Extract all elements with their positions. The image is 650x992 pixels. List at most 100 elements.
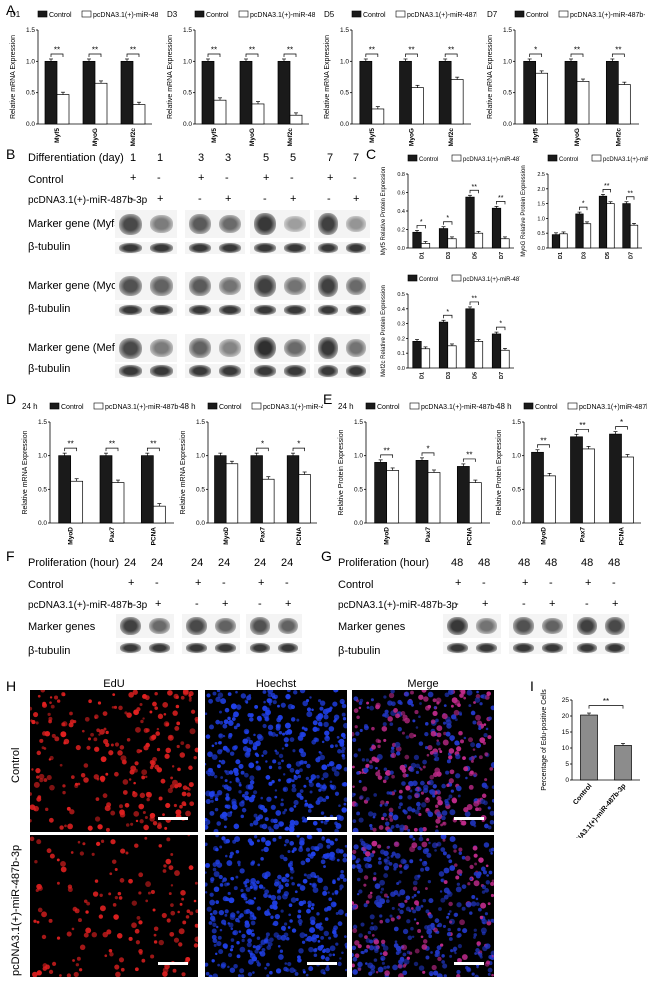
nucleus (59, 825, 64, 830)
nucleus (265, 760, 268, 763)
nucleus (216, 789, 223, 796)
nucleus (207, 751, 213, 758)
nucleus (319, 706, 324, 711)
nucleus (135, 940, 140, 945)
blot-strip (115, 304, 177, 316)
nucleus (262, 690, 267, 694)
nucleus (412, 719, 416, 723)
nucleus (114, 964, 120, 970)
nucleus (226, 882, 230, 886)
x-tick-label: D1 (558, 252, 564, 259)
nucleus (219, 845, 223, 849)
lane-treatment-mark: - (128, 598, 132, 610)
nucleus (393, 926, 399, 932)
nucleus (268, 731, 274, 737)
nucleus (125, 823, 130, 827)
nucleus (239, 801, 245, 807)
nucleus (205, 798, 211, 804)
nucleus (111, 859, 117, 864)
nucleus (396, 916, 399, 919)
nucleus (35, 721, 39, 725)
nucleus (250, 861, 255, 866)
nucleus (243, 728, 250, 735)
nucleus (344, 935, 347, 938)
bar-treat (427, 472, 441, 524)
nucleus (472, 748, 476, 751)
nucleus (418, 741, 424, 746)
lane-treatment-mark: - (522, 598, 526, 610)
nucleus (359, 728, 363, 733)
nucleus (305, 973, 309, 977)
nucleus (264, 717, 269, 721)
nucleus (30, 819, 32, 823)
x-tick-label: Control (572, 783, 593, 807)
nucleus (432, 698, 437, 703)
nucleus (475, 714, 481, 721)
nucleus (81, 729, 85, 733)
nucleus (399, 701, 403, 706)
nucleus (476, 965, 479, 969)
nucleus (461, 906, 466, 911)
nucleus (188, 698, 192, 702)
nucleus (229, 948, 234, 952)
nucleus (304, 933, 308, 937)
nucleus (49, 701, 52, 704)
legend-swatch-treat (451, 154, 462, 162)
nucleus (390, 891, 396, 897)
y-tick-label: 1.5 (183, 27, 192, 34)
legend-label-control: Control (363, 12, 386, 19)
nucleus (394, 852, 401, 859)
nucleus (119, 745, 125, 750)
nucleus (238, 790, 242, 794)
nucleus (332, 879, 336, 883)
nucleus (217, 692, 224, 698)
nucleus (374, 899, 380, 905)
nucleus (383, 695, 387, 699)
nucleus (392, 814, 399, 821)
nucleus (474, 755, 477, 758)
nucleus (390, 825, 395, 829)
nucleus (233, 823, 240, 830)
nucleus (287, 926, 291, 929)
blot-band (150, 276, 173, 296)
nucleus (483, 723, 487, 726)
nucleus (172, 710, 178, 716)
nucleus (490, 881, 494, 887)
nucleus (260, 796, 264, 800)
nucleus (432, 784, 437, 789)
nucleus (83, 932, 89, 938)
y-tick-label: 0.0 (397, 246, 405, 252)
nucleus (386, 965, 390, 969)
nucleus (454, 740, 460, 746)
nucleus (428, 898, 434, 904)
nucleus (476, 871, 482, 877)
nucleus (282, 732, 286, 736)
nucleus (214, 793, 219, 799)
significance-bracket (537, 444, 550, 448)
nucleus (274, 795, 278, 799)
nucleus (476, 720, 483, 726)
y-tick-label: 0.5 (354, 486, 363, 493)
row-label-treatment: pcDNA3.1(+)-miR-487b-3p (28, 600, 148, 611)
nucleus (61, 722, 66, 727)
nucleus (418, 715, 421, 718)
bar-treat (132, 104, 146, 125)
nucleus (391, 851, 396, 856)
nucleus (342, 717, 347, 721)
nucleus (382, 722, 387, 727)
nucleus (331, 892, 335, 896)
legend-label-treat: pcDNA3.1(+)-miR-487b-3p (105, 404, 180, 411)
nucleus (31, 768, 34, 771)
nucleus (293, 799, 299, 806)
nucleus (381, 714, 385, 717)
nucleus (325, 956, 330, 962)
nucleus (162, 869, 167, 873)
nucleus (80, 773, 86, 778)
bar-control (575, 213, 584, 249)
y-tick-label: 1.5 (503, 27, 512, 34)
nucleus (210, 877, 215, 882)
nucleus (215, 952, 218, 956)
nucleus (384, 802, 389, 807)
nucleus (76, 956, 81, 961)
